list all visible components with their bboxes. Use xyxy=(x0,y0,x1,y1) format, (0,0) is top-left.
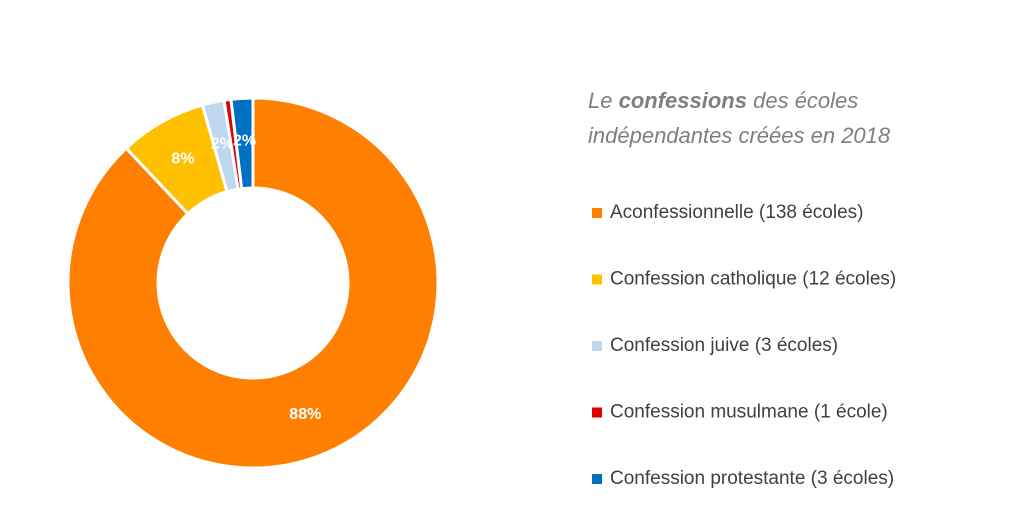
slice xyxy=(66,96,440,470)
legend-label: Confession juive (3 écoles) xyxy=(610,335,838,356)
slice-label: 88% xyxy=(289,406,321,423)
slice-label: 2% xyxy=(211,136,234,153)
legend-label: Confession protestante (3 écoles) xyxy=(610,468,894,489)
title-part: Le xyxy=(588,88,612,113)
title-part: des écoles xyxy=(753,88,858,113)
legend-swatch xyxy=(592,407,602,418)
slice-label: 8% xyxy=(171,151,194,168)
chart-title: indépendantes créées en 2018 xyxy=(588,123,891,148)
legend-label: Aconfessionnelle (138 écoles) xyxy=(610,202,864,223)
chart-title: Le confessions des écoles xyxy=(588,88,858,113)
title-part: confessions xyxy=(619,88,747,113)
legend-label: Confession catholique (12 écoles) xyxy=(610,269,896,290)
slice-label: 2% xyxy=(233,132,256,149)
legend-label: Confession musulmane (1 école) xyxy=(610,402,888,423)
legend-swatch xyxy=(592,208,602,218)
legend-swatch xyxy=(592,341,602,351)
legend-swatch xyxy=(592,274,602,285)
legend-swatch xyxy=(592,474,602,484)
slice xyxy=(229,96,255,191)
